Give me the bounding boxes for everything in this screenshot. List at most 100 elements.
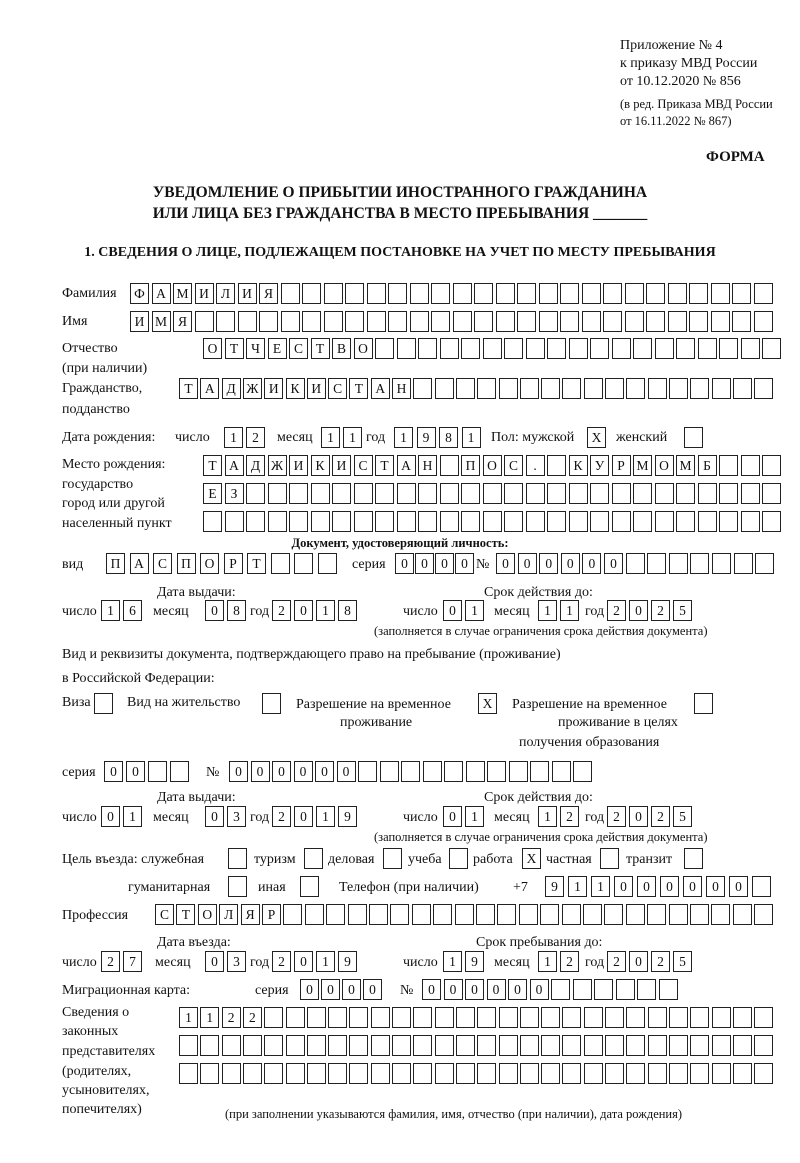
char-box[interactable] <box>332 511 351 532</box>
char-box[interactable]: А <box>129 553 149 574</box>
char-box[interactable] <box>349 1007 369 1028</box>
char-box[interactable]: 2 <box>272 806 291 827</box>
char-box[interactable] <box>712 553 731 574</box>
char-box[interactable] <box>476 904 495 925</box>
char-box[interactable] <box>754 1063 774 1084</box>
char-box[interactable] <box>455 1007 475 1028</box>
char-box[interactable]: 9 <box>416 427 436 448</box>
char-box[interactable] <box>754 1035 774 1056</box>
char-box[interactable] <box>388 311 407 332</box>
char-box[interactable]: И <box>332 455 351 476</box>
char-box[interactable]: 3 <box>227 806 246 827</box>
char-box[interactable] <box>611 338 631 359</box>
char-box[interactable]: Ф <box>130 283 149 304</box>
char-box[interactable] <box>562 378 582 399</box>
char-box[interactable]: 2 <box>272 951 291 972</box>
char-box[interactable] <box>562 1007 582 1028</box>
char-box[interactable]: 7 <box>123 951 142 972</box>
char-box[interactable]: 2 <box>242 1007 262 1028</box>
char-box[interactable]: 0 <box>205 951 224 972</box>
char-box[interactable] <box>541 378 561 399</box>
char-box[interactable] <box>495 283 515 304</box>
char-box[interactable]: 0 <box>422 979 441 1000</box>
char-box[interactable] <box>390 904 410 925</box>
char-box[interactable] <box>755 553 775 574</box>
char-box[interactable]: 1 <box>343 427 362 448</box>
char-box[interactable] <box>572 979 592 1000</box>
char-box[interactable] <box>431 283 450 304</box>
char-box[interactable] <box>517 311 536 332</box>
char-box[interactable] <box>711 1007 731 1028</box>
char-box[interactable] <box>300 876 319 897</box>
char-box[interactable]: И <box>289 455 308 476</box>
char-box[interactable]: 0 <box>126 761 145 782</box>
char-box[interactable] <box>732 378 752 399</box>
char-box[interactable] <box>418 511 437 532</box>
char-box[interactable]: 2 <box>101 951 120 972</box>
char-box[interactable]: 1 <box>538 806 557 827</box>
char-box[interactable] <box>283 904 303 925</box>
char-box[interactable]: А <box>370 378 390 399</box>
char-box[interactable]: Я <box>240 904 260 925</box>
char-box[interactable] <box>694 693 713 714</box>
char-box[interactable]: 0 <box>729 876 748 897</box>
char-box[interactable] <box>306 1063 326 1084</box>
char-box[interactable]: В <box>332 338 351 359</box>
char-box[interactable] <box>304 904 324 925</box>
char-box[interactable] <box>605 1035 624 1056</box>
char-box[interactable]: А <box>151 283 171 304</box>
char-box[interactable] <box>719 338 738 359</box>
char-box[interactable] <box>732 1035 752 1056</box>
char-box[interactable] <box>583 1035 603 1056</box>
char-box[interactable] <box>547 455 566 476</box>
char-box[interactable] <box>170 761 189 782</box>
char-box[interactable] <box>413 1007 433 1028</box>
char-box[interactable]: Б <box>697 455 717 476</box>
char-box[interactable]: Ж <box>267 455 287 476</box>
char-box[interactable]: 0 <box>294 951 313 972</box>
char-box[interactable] <box>697 338 717 359</box>
char-box[interactable] <box>754 1007 774 1028</box>
char-box[interactable] <box>148 761 167 782</box>
char-box[interactable]: К <box>285 378 305 399</box>
char-box[interactable]: 2 <box>246 427 265 448</box>
char-box[interactable] <box>477 1007 497 1028</box>
char-box[interactable] <box>753 283 773 304</box>
char-box[interactable]: 2 <box>221 1007 241 1028</box>
char-box[interactable] <box>530 761 549 782</box>
char-box[interactable]: 1 <box>465 806 484 827</box>
char-box[interactable] <box>573 761 592 782</box>
char-box[interactable] <box>525 511 545 532</box>
char-box[interactable] <box>497 904 517 925</box>
char-box[interactable] <box>434 1035 454 1056</box>
char-box[interactable]: 0 <box>443 806 462 827</box>
char-box[interactable] <box>401 761 420 782</box>
char-box[interactable]: 0 <box>455 553 474 574</box>
char-box[interactable] <box>280 283 300 304</box>
char-box[interactable] <box>366 283 386 304</box>
char-box[interactable] <box>304 848 323 869</box>
char-box[interactable] <box>690 553 710 574</box>
char-box[interactable] <box>551 979 570 1000</box>
char-box[interactable] <box>452 311 472 332</box>
char-box[interactable] <box>626 378 646 399</box>
char-box[interactable] <box>568 483 588 504</box>
char-box[interactable] <box>392 1007 411 1028</box>
char-box[interactable]: Т <box>224 338 244 359</box>
char-box[interactable]: 2 <box>651 951 670 972</box>
char-box[interactable] <box>370 1035 390 1056</box>
char-box[interactable] <box>605 1063 624 1084</box>
char-box[interactable]: Е <box>203 483 222 504</box>
char-box[interactable] <box>216 311 235 332</box>
char-box[interactable] <box>375 511 394 532</box>
char-box[interactable]: 0 <box>229 761 248 782</box>
char-box[interactable]: 1 <box>321 427 340 448</box>
char-box[interactable]: 2 <box>560 806 579 827</box>
char-box[interactable]: А <box>200 378 220 399</box>
char-box[interactable] <box>562 1035 582 1056</box>
char-box[interactable]: Я <box>173 311 192 332</box>
char-box[interactable] <box>326 904 346 925</box>
char-box[interactable]: 0 <box>660 876 679 897</box>
char-box[interactable]: 2 <box>607 600 626 621</box>
char-box[interactable] <box>444 761 463 782</box>
